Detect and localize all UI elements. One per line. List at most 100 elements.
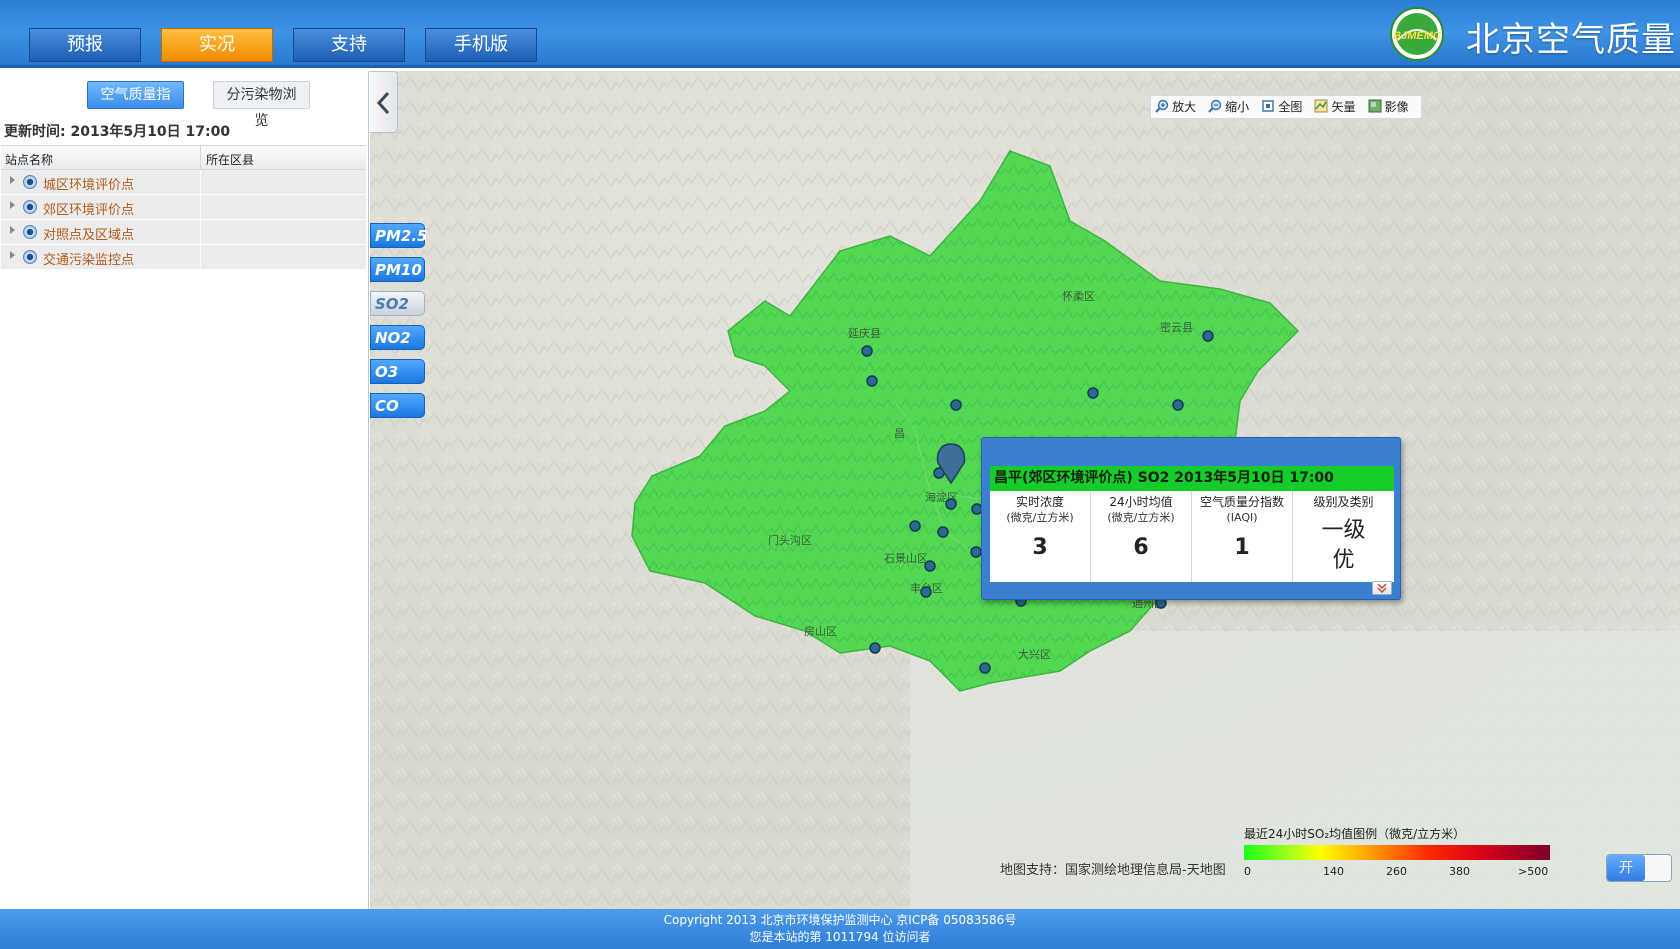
site-title: 北京空气质量 xyxy=(1466,20,1676,60)
left-panel: 空气质量指数 分污染物浏览 更新时间: 2013年5月10日 17:00 站点名… xyxy=(0,71,369,909)
label-mentougou: 门头沟区 xyxy=(768,533,812,547)
bjmemc-logo: BJMEMC xyxy=(1390,7,1444,61)
legend-tick: 380 xyxy=(1449,865,1470,878)
update-time: 更新时间: 2013年5月10日 17:00 xyxy=(4,124,231,140)
nav-realtime[interactable]: 实况 xyxy=(161,28,273,62)
full-extent-icon xyxy=(1262,100,1275,112)
expand-arrow-icon[interactable] xyxy=(10,226,15,234)
tree-row-label[interactable]: 城区环境评价点 xyxy=(43,178,135,193)
label-miyun: 密云县 xyxy=(1160,320,1193,334)
station-dot-icon xyxy=(23,200,37,214)
station-marker[interactable] xyxy=(861,345,873,357)
tree-row-label[interactable]: 交通污染监控点 xyxy=(43,253,135,268)
tab-aqi[interactable]: 空气质量指数 xyxy=(87,81,184,129)
nav-support[interactable]: 支持 xyxy=(293,28,405,62)
station-dot-icon xyxy=(23,225,37,239)
label-fangshan: 房山区 xyxy=(804,625,837,638)
tree-row-traffic[interactable]: 交通污染监控点 xyxy=(1,245,366,270)
label-changping: 昌 xyxy=(894,427,905,440)
realtime-value: 3 xyxy=(1032,535,1048,560)
expand-arrow-icon[interactable] xyxy=(10,201,15,209)
chevron-left-icon xyxy=(376,91,390,115)
station-marker[interactable] xyxy=(1172,399,1184,411)
full-extent-button[interactable]: 全图 xyxy=(1261,96,1302,118)
footer: Copyright 2013 北京市环境保护监测中心 京ICP备 0508358… xyxy=(0,909,1680,949)
legend-color-bar xyxy=(1244,845,1550,860)
map-view[interactable]: 延庆县 怀柔区 密云县 昌 海淀区 门头沟区 石景山区 丰台区 房山区 大兴区 … xyxy=(370,71,1680,909)
station-marker[interactable] xyxy=(937,526,949,538)
label-shijingshan: 石景山区 xyxy=(884,552,928,565)
station-marker[interactable] xyxy=(920,586,932,598)
zoom-out-icon xyxy=(1208,99,1222,113)
svg-text:BJMEMC: BJMEMC xyxy=(1393,30,1442,42)
vector-layer-button[interactable]: 矢量 xyxy=(1314,96,1355,118)
map-credit: 地图支持：国家测绘地理信息局-天地图 xyxy=(1000,863,1226,878)
station-marker[interactable] xyxy=(924,560,936,572)
avg24h-value: 6 xyxy=(1133,535,1149,560)
station-marker[interactable] xyxy=(1087,387,1099,399)
popup-body: 实时浓度 (微克/立方米) 3 24小时均值 (微克/立方米) 6 空气质量分指… xyxy=(990,491,1394,582)
legend-tick: 140 xyxy=(1323,865,1344,878)
station-dot-icon xyxy=(23,175,37,189)
copyright-text: Copyright 2013 北京市环境保护监测中心 京ICP备 0508358… xyxy=(663,913,1017,927)
popup-col-realtime: 实时浓度 (微克/立方米) 3 xyxy=(990,491,1091,582)
grade-category: 优 xyxy=(1332,548,1355,573)
col-district: 所在区县 xyxy=(206,153,255,167)
label-yanqing: 延庆县 xyxy=(848,326,881,340)
legend-toggle-switch[interactable]: 开 xyxy=(1606,854,1672,882)
legend-tick: 0 xyxy=(1244,865,1251,878)
zoom-in-button[interactable]: 放大 xyxy=(1155,96,1196,118)
station-marker[interactable] xyxy=(1202,330,1214,342)
station-info-popup: 昌平(郊区环境评价点) SO2 2013年5月10日 17:00 实时浓度 (微… xyxy=(981,437,1401,600)
popup-title: 昌平(郊区环境评价点) SO2 2013年5月10日 17:00 xyxy=(990,466,1394,491)
tree-row-label[interactable]: 对照点及区域点 xyxy=(43,228,135,243)
station-marker[interactable] xyxy=(970,546,982,558)
pollutant-button-no2[interactable]: NO2 xyxy=(370,325,425,350)
pollutant-button-o3[interactable]: O3 xyxy=(370,359,425,384)
vector-map-icon xyxy=(1314,99,1328,113)
tree-row-label[interactable]: 郊区环境评价点 xyxy=(43,203,135,218)
table-header: 站点名称 所在区县 xyxy=(1,146,366,170)
expand-arrow-icon[interactable] xyxy=(10,251,15,259)
popup-col-iaqi: 空气质量分指数 (IAQI) 1 xyxy=(1192,491,1293,582)
station-marker[interactable] xyxy=(909,520,921,532)
selected-station-pin-icon[interactable] xyxy=(936,443,966,485)
nav-forecast[interactable]: 预报 xyxy=(29,28,141,62)
zoom-in-icon xyxy=(1155,99,1169,113)
double-chevron-down-icon xyxy=(1377,583,1387,594)
pollutant-button-pm10[interactable]: PM10 xyxy=(370,257,425,282)
popup-expand-button[interactable] xyxy=(1372,581,1392,595)
expand-arrow-icon[interactable] xyxy=(10,176,15,184)
visitor-counter: 您是本站的第 1011794 位访问者 xyxy=(749,930,931,944)
legend-tick: >500 xyxy=(1518,865,1549,878)
station-marker[interactable] xyxy=(945,498,957,510)
popup-col-grade: 级别及类别 一级 优 xyxy=(1293,491,1394,582)
satellite-image-icon xyxy=(1368,99,1382,113)
toggle-on-label[interactable]: 开 xyxy=(1607,855,1645,881)
nav-mobile[interactable]: 手机版 xyxy=(425,28,537,62)
image-layer-button[interactable]: 影像 xyxy=(1368,96,1409,118)
station-marker[interactable] xyxy=(869,642,881,654)
station-dot-icon xyxy=(23,250,37,264)
iaqi-value: 1 xyxy=(1234,535,1250,560)
collapse-panel-button[interactable] xyxy=(370,71,398,133)
pollutant-button-pm25[interactable]: PM2.5 xyxy=(370,223,428,248)
station-marker[interactable] xyxy=(866,375,878,387)
pollutant-button-so2[interactable]: SO2 xyxy=(370,291,425,316)
grade-level: 一级 xyxy=(1321,518,1366,543)
tree-row-urban[interactable]: 城区环境评价点 xyxy=(1,170,366,195)
zoom-out-button[interactable]: 缩小 xyxy=(1208,96,1249,118)
legend-title: 最近24小时SO₂均值图例（微克/立方米） xyxy=(1244,827,1466,841)
col-station-name: 站点名称 xyxy=(5,153,54,167)
tree-row-suburban[interactable]: 郊区环境评价点 xyxy=(1,195,366,220)
station-marker[interactable] xyxy=(950,399,962,411)
tab-pollutant-browse[interactable]: 分污染物浏览 xyxy=(213,81,310,129)
legend-tick: 260 xyxy=(1386,865,1407,878)
label-huairou: 怀柔区 xyxy=(1062,290,1095,303)
map-toolbar: 放大 缩小 全图 矢量 影像 xyxy=(1150,95,1422,119)
popup-col-24h: 24小时均值 (微克/立方米) 6 xyxy=(1091,491,1192,582)
station-marker[interactable] xyxy=(979,662,991,674)
pollutant-button-co[interactable]: CO xyxy=(370,393,425,418)
tree-row-control[interactable]: 对照点及区域点 xyxy=(1,220,366,245)
label-daxing: 大兴区 xyxy=(1018,647,1051,661)
